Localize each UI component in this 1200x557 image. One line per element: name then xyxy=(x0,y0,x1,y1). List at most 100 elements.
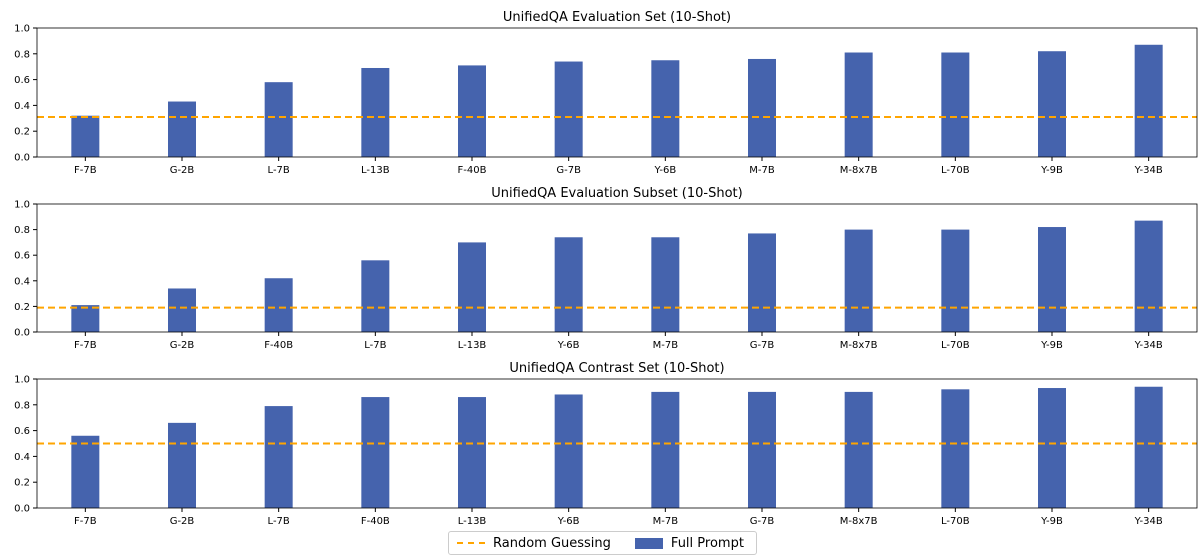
y-tick-label: 0.4 xyxy=(14,101,30,112)
x-tick-label: L-70B xyxy=(941,165,970,176)
y-tick-label: 0.8 xyxy=(14,225,30,236)
legend-label-random: Random Guessing xyxy=(493,535,611,551)
x-tick-label: Y-9B xyxy=(1040,165,1063,176)
bar xyxy=(651,237,680,332)
bar xyxy=(1134,44,1163,157)
bar xyxy=(458,397,486,508)
x-tick-label: M-8x7B xyxy=(840,165,878,176)
bar xyxy=(458,65,486,157)
x-tick-label: L-13B xyxy=(361,165,390,176)
x-tick-label: Y-34B xyxy=(1134,340,1163,351)
bar xyxy=(554,394,583,508)
y-tick-label: 0.2 xyxy=(14,127,30,138)
legend-dashed-line-icon xyxy=(457,542,485,544)
x-tick-label: M-7B xyxy=(653,340,679,351)
legend-bar-patch-icon xyxy=(634,537,663,549)
x-tick-label: Y-6B xyxy=(557,340,580,351)
x-tick-label: F-7B xyxy=(74,340,97,351)
bar xyxy=(71,305,100,332)
bar xyxy=(748,391,776,508)
x-tick-label: M-7B xyxy=(653,516,679,527)
x-tick-label: L-13B xyxy=(458,516,487,527)
bar xyxy=(844,229,873,332)
y-tick-label: 0.4 xyxy=(14,452,30,463)
plot-frame xyxy=(36,27,1198,158)
x-tick-label: L-70B xyxy=(941,516,970,527)
x-tick-label: F-40B xyxy=(458,165,487,176)
bar xyxy=(1038,51,1066,157)
bar xyxy=(168,422,196,508)
y-tick-label: 0.2 xyxy=(14,302,30,313)
bar xyxy=(458,242,486,332)
bar xyxy=(844,391,873,508)
legend-item-full: Full Prompt xyxy=(611,536,744,551)
bar xyxy=(651,60,680,157)
x-tick-label: G-2B xyxy=(170,340,195,351)
panel-title: UnifiedQA Evaluation Subset (10-Shot) xyxy=(491,186,742,201)
x-tick-label: Y-9B xyxy=(1040,340,1063,351)
x-tick-label: G-7B xyxy=(750,340,775,351)
y-tick-label: 0.4 xyxy=(14,276,30,287)
chart-canvas: UnifiedQA Evaluation Set (10-Shot) 0.0 0.2… xyxy=(14,10,1198,527)
x-tick-label: F-7B xyxy=(74,165,97,176)
x-tick-label: M-8x7B xyxy=(840,516,878,527)
bar xyxy=(941,389,970,508)
bar xyxy=(651,391,680,508)
x-tick-label: G-2B xyxy=(170,165,195,176)
bar xyxy=(941,229,970,332)
panel-title: UnifiedQA Contrast Set (10-Shot) xyxy=(509,361,724,376)
x-tick-label: F-7B xyxy=(74,516,97,527)
bar xyxy=(1038,388,1066,508)
bar xyxy=(748,233,776,332)
y-tick-label: 0.6 xyxy=(14,251,30,262)
y-tick-label: 1.0 xyxy=(14,200,30,211)
x-tick-label: G-7B xyxy=(750,516,775,527)
x-tick-label: M-8x7B xyxy=(840,340,878,351)
y-tick-label: 0.8 xyxy=(14,49,30,60)
y-tick-label: 0.2 xyxy=(14,478,30,489)
bar xyxy=(168,101,196,157)
y-tick-label: 0.6 xyxy=(14,426,30,437)
bar xyxy=(264,406,293,508)
bar xyxy=(361,397,390,508)
x-tick-label: L-7B xyxy=(364,340,386,351)
y-tick-label: 0.8 xyxy=(14,400,30,411)
plot-frame xyxy=(36,378,1198,509)
bar xyxy=(844,52,873,158)
x-tick-label: M-7B xyxy=(749,165,775,176)
x-tick-label: L-70B xyxy=(941,340,970,351)
x-tick-label: Y-6B xyxy=(653,165,676,176)
bar xyxy=(941,52,970,158)
y-tick-label: 1.0 xyxy=(14,375,30,386)
legend-item-random: Random Guessing xyxy=(449,536,611,551)
bar xyxy=(748,58,776,157)
bar xyxy=(71,115,100,157)
x-tick-label: Y-9B xyxy=(1040,516,1063,527)
x-tick-label: L-13B xyxy=(458,340,487,351)
bar xyxy=(361,67,390,157)
bar xyxy=(1134,386,1163,508)
x-tick-label: F-40B xyxy=(361,516,390,527)
bar xyxy=(554,237,583,332)
panel-1: UnifiedQA Evaluation Set (10-Shot) 0.0 0.2… xyxy=(14,10,1198,176)
bar xyxy=(554,61,583,157)
x-tick-label: G-2B xyxy=(170,516,195,527)
y-tick-label: 1.0 xyxy=(14,24,30,35)
x-tick-label: Y-34B xyxy=(1134,516,1163,527)
x-tick-label: L-7B xyxy=(268,165,290,176)
plot-frame xyxy=(36,203,1198,333)
panel-3: UnifiedQA Contrast Set (10-Shot) 0.0 0.2 0.… xyxy=(14,361,1198,527)
legend-label-full: Full Prompt xyxy=(670,535,744,551)
panel-2: UnifiedQA Evaluation Subset (10-Shot) 0.0… xyxy=(14,186,1198,351)
bar xyxy=(1134,220,1163,332)
x-tick-label: L-7B xyxy=(268,516,290,527)
bar xyxy=(168,288,196,332)
y-tick-label: 0.0 xyxy=(14,153,30,164)
bar xyxy=(264,278,293,332)
x-tick-label: Y-34B xyxy=(1134,165,1163,176)
y-tick-label: 0.6 xyxy=(14,75,30,86)
legend: Random Guessing Full Prompt xyxy=(448,531,757,555)
bar xyxy=(1038,227,1066,332)
x-tick-label: F-40B xyxy=(264,340,293,351)
